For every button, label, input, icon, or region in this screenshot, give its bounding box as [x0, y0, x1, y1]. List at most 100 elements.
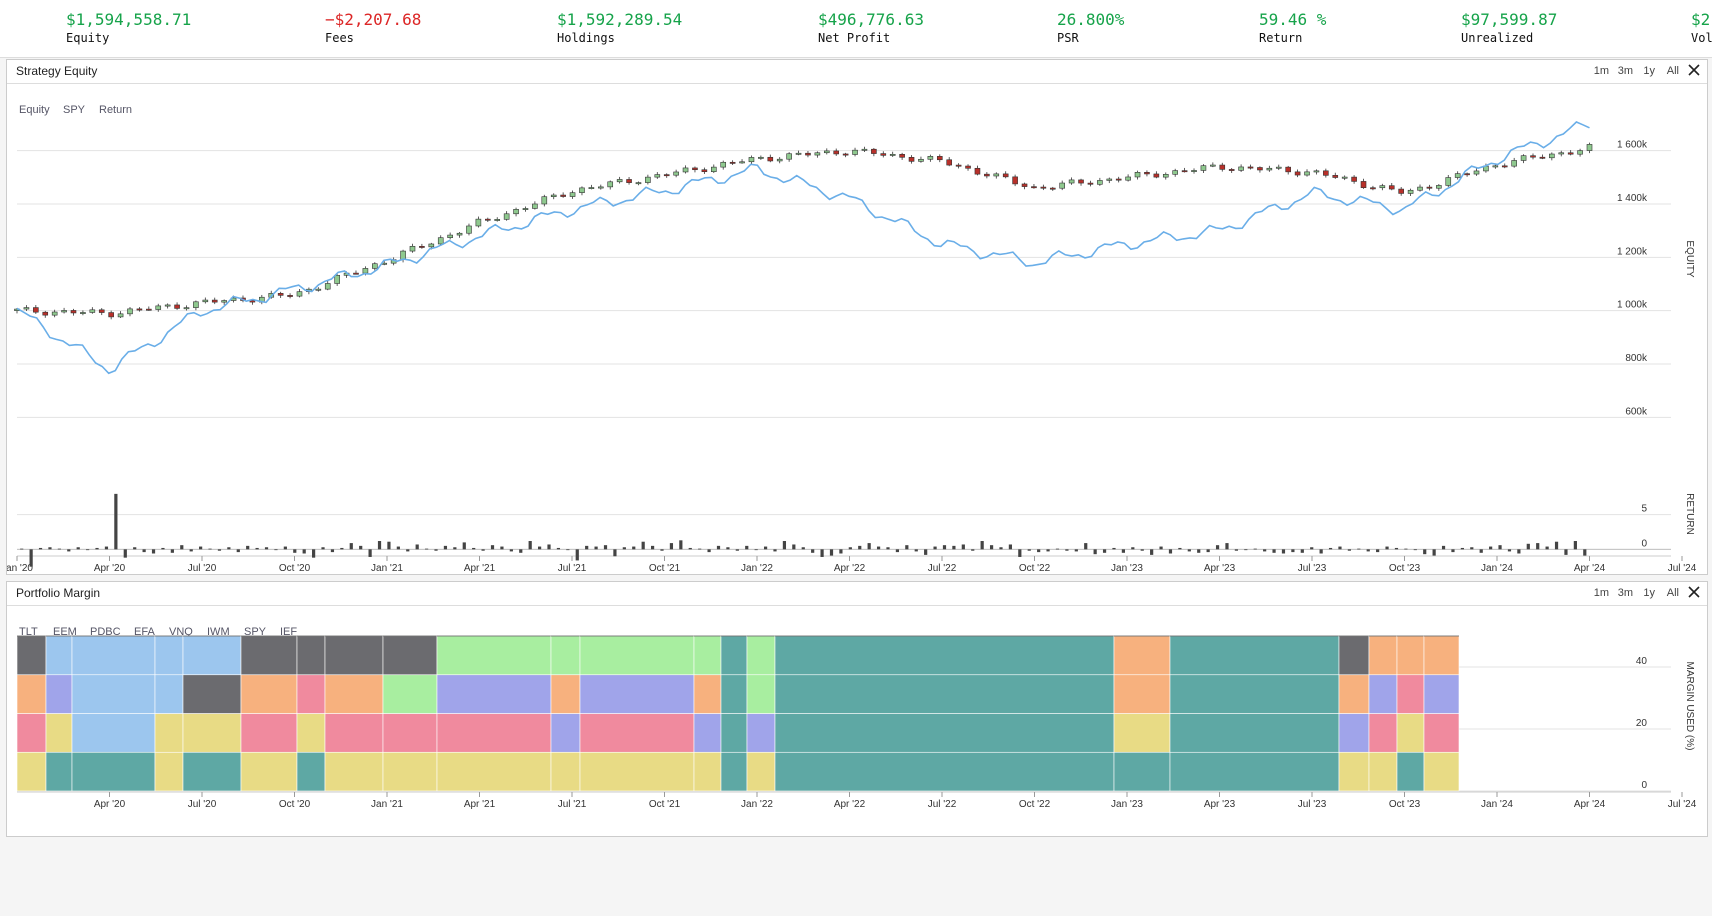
candle [1549, 153, 1555, 159]
return-bar [971, 549, 975, 551]
candle [1125, 176, 1131, 181]
return-bar [38, 547, 43, 550]
range-button-all[interactable]: All [1666, 65, 1679, 77]
margin-tick-label: 20 [1636, 718, 1648, 729]
return-tick-label: 5 [1641, 504, 1647, 515]
return-bar [1084, 543, 1088, 550]
range-button-1m[interactable]: 1m [1593, 65, 1609, 77]
legend-tlt[interactable]: TLT [19, 626, 38, 638]
return-bar [1310, 547, 1314, 550]
return-bar [29, 549, 33, 567]
return-bar [312, 549, 316, 558]
return-bar [989, 545, 994, 550]
return-bar [396, 546, 400, 550]
candle [1200, 165, 1207, 171]
spy-line [16, 121, 1590, 375]
range-button-3m[interactable]: 3m [1617, 65, 1633, 77]
candle [1407, 189, 1414, 194]
return-bar [1206, 549, 1210, 553]
margin-area [1338, 751, 1370, 792]
x-tick-label: Jan '24 [1481, 563, 1513, 574]
legend-pdbc[interactable]: PDBC [90, 626, 121, 638]
return-bar [1291, 549, 1295, 553]
candle [663, 174, 670, 177]
return-bar [698, 548, 702, 550]
range-button-1m[interactable]: 1m [1593, 587, 1609, 599]
return-bar [443, 545, 448, 550]
candle [871, 148, 877, 154]
legend-ief[interactable]: IEF [280, 626, 298, 638]
candle [1106, 178, 1113, 181]
candle [1539, 156, 1546, 159]
margin-area [45, 713, 73, 753]
candle [324, 283, 331, 290]
margin-area [1396, 713, 1425, 753]
candle [277, 293, 284, 296]
return-bar [1319, 549, 1323, 554]
return-bar [434, 549, 438, 551]
margin-area [1338, 713, 1370, 753]
margin-area [1396, 751, 1425, 792]
return-bar [782, 541, 787, 550]
return-bar [161, 547, 165, 550]
x-tick-label: Oct '23 [1389, 563, 1421, 574]
candle [682, 167, 689, 173]
stat-label: Holdings [557, 31, 615, 45]
range-button-1y[interactable]: 1y [1643, 587, 1655, 599]
return-bar [1215, 545, 1220, 550]
return-bar [745, 545, 749, 550]
stat-value: 59.46 % [1259, 10, 1327, 29]
return-bar [490, 545, 495, 550]
candle [428, 243, 435, 248]
margin-area [71, 713, 156, 753]
return-bar [528, 541, 532, 550]
legend-spy[interactable]: SPY [63, 104, 86, 116]
candle [249, 300, 256, 303]
stat-psr: 26.800% PSR [1057, 10, 1124, 46]
legend-eem[interactable]: EEM [53, 626, 77, 638]
legend-spy[interactable]: SPY [244, 626, 267, 638]
range-button-1y[interactable]: 1y [1643, 65, 1655, 77]
stats-bar: $1,594,558.71 Equity −$2,207.68 Fees $1,592,… [0, 0, 1712, 58]
x-tick-label: Jul '21 [558, 563, 587, 574]
candle [776, 158, 783, 162]
margin-area [774, 674, 1115, 714]
candle [569, 192, 576, 197]
close-icon[interactable] [1687, 63, 1701, 77]
legend-vnq[interactable]: VNQ [169, 626, 193, 638]
legend-return[interactable]: Return [99, 104, 133, 116]
x-tick-label: Jan '21 [371, 563, 403, 574]
candle [155, 305, 162, 310]
return-bar [735, 549, 739, 551]
candle [202, 299, 209, 303]
candle [974, 167, 981, 175]
margin-area [71, 751, 156, 792]
margin-area [296, 713, 326, 753]
candle [447, 234, 453, 238]
legend-equity[interactable]: Equity [19, 104, 50, 116]
range-button-3m[interactable]: 3m [1617, 587, 1633, 599]
margin-area [382, 674, 438, 714]
legend-iwm[interactable]: IWM [207, 626, 230, 638]
candle [1417, 186, 1423, 191]
margin-area [240, 713, 298, 753]
candle [1285, 166, 1291, 173]
margin-area [746, 751, 776, 792]
margin-area [1396, 635, 1425, 676]
candle [513, 209, 519, 215]
x-tick-label: Oct '22 [1019, 799, 1051, 810]
range-button-all[interactable]: All [1666, 587, 1679, 599]
legend-efa[interactable]: EFA [134, 626, 155, 638]
return-bar [773, 549, 777, 552]
candle [720, 161, 727, 168]
margin-area [774, 713, 1115, 753]
portfolio-margin-panel: Portfolio Margin 1m 3m 1y All TLT EEM PD… [6, 581, 1708, 837]
close-icon[interactable] [1687, 585, 1701, 599]
margin-area [1113, 713, 1171, 753]
candle [1115, 178, 1122, 181]
candle [880, 153, 887, 156]
candle [221, 300, 227, 303]
margin-area [720, 635, 748, 676]
return-bar [679, 540, 683, 550]
candle [1511, 160, 1517, 167]
